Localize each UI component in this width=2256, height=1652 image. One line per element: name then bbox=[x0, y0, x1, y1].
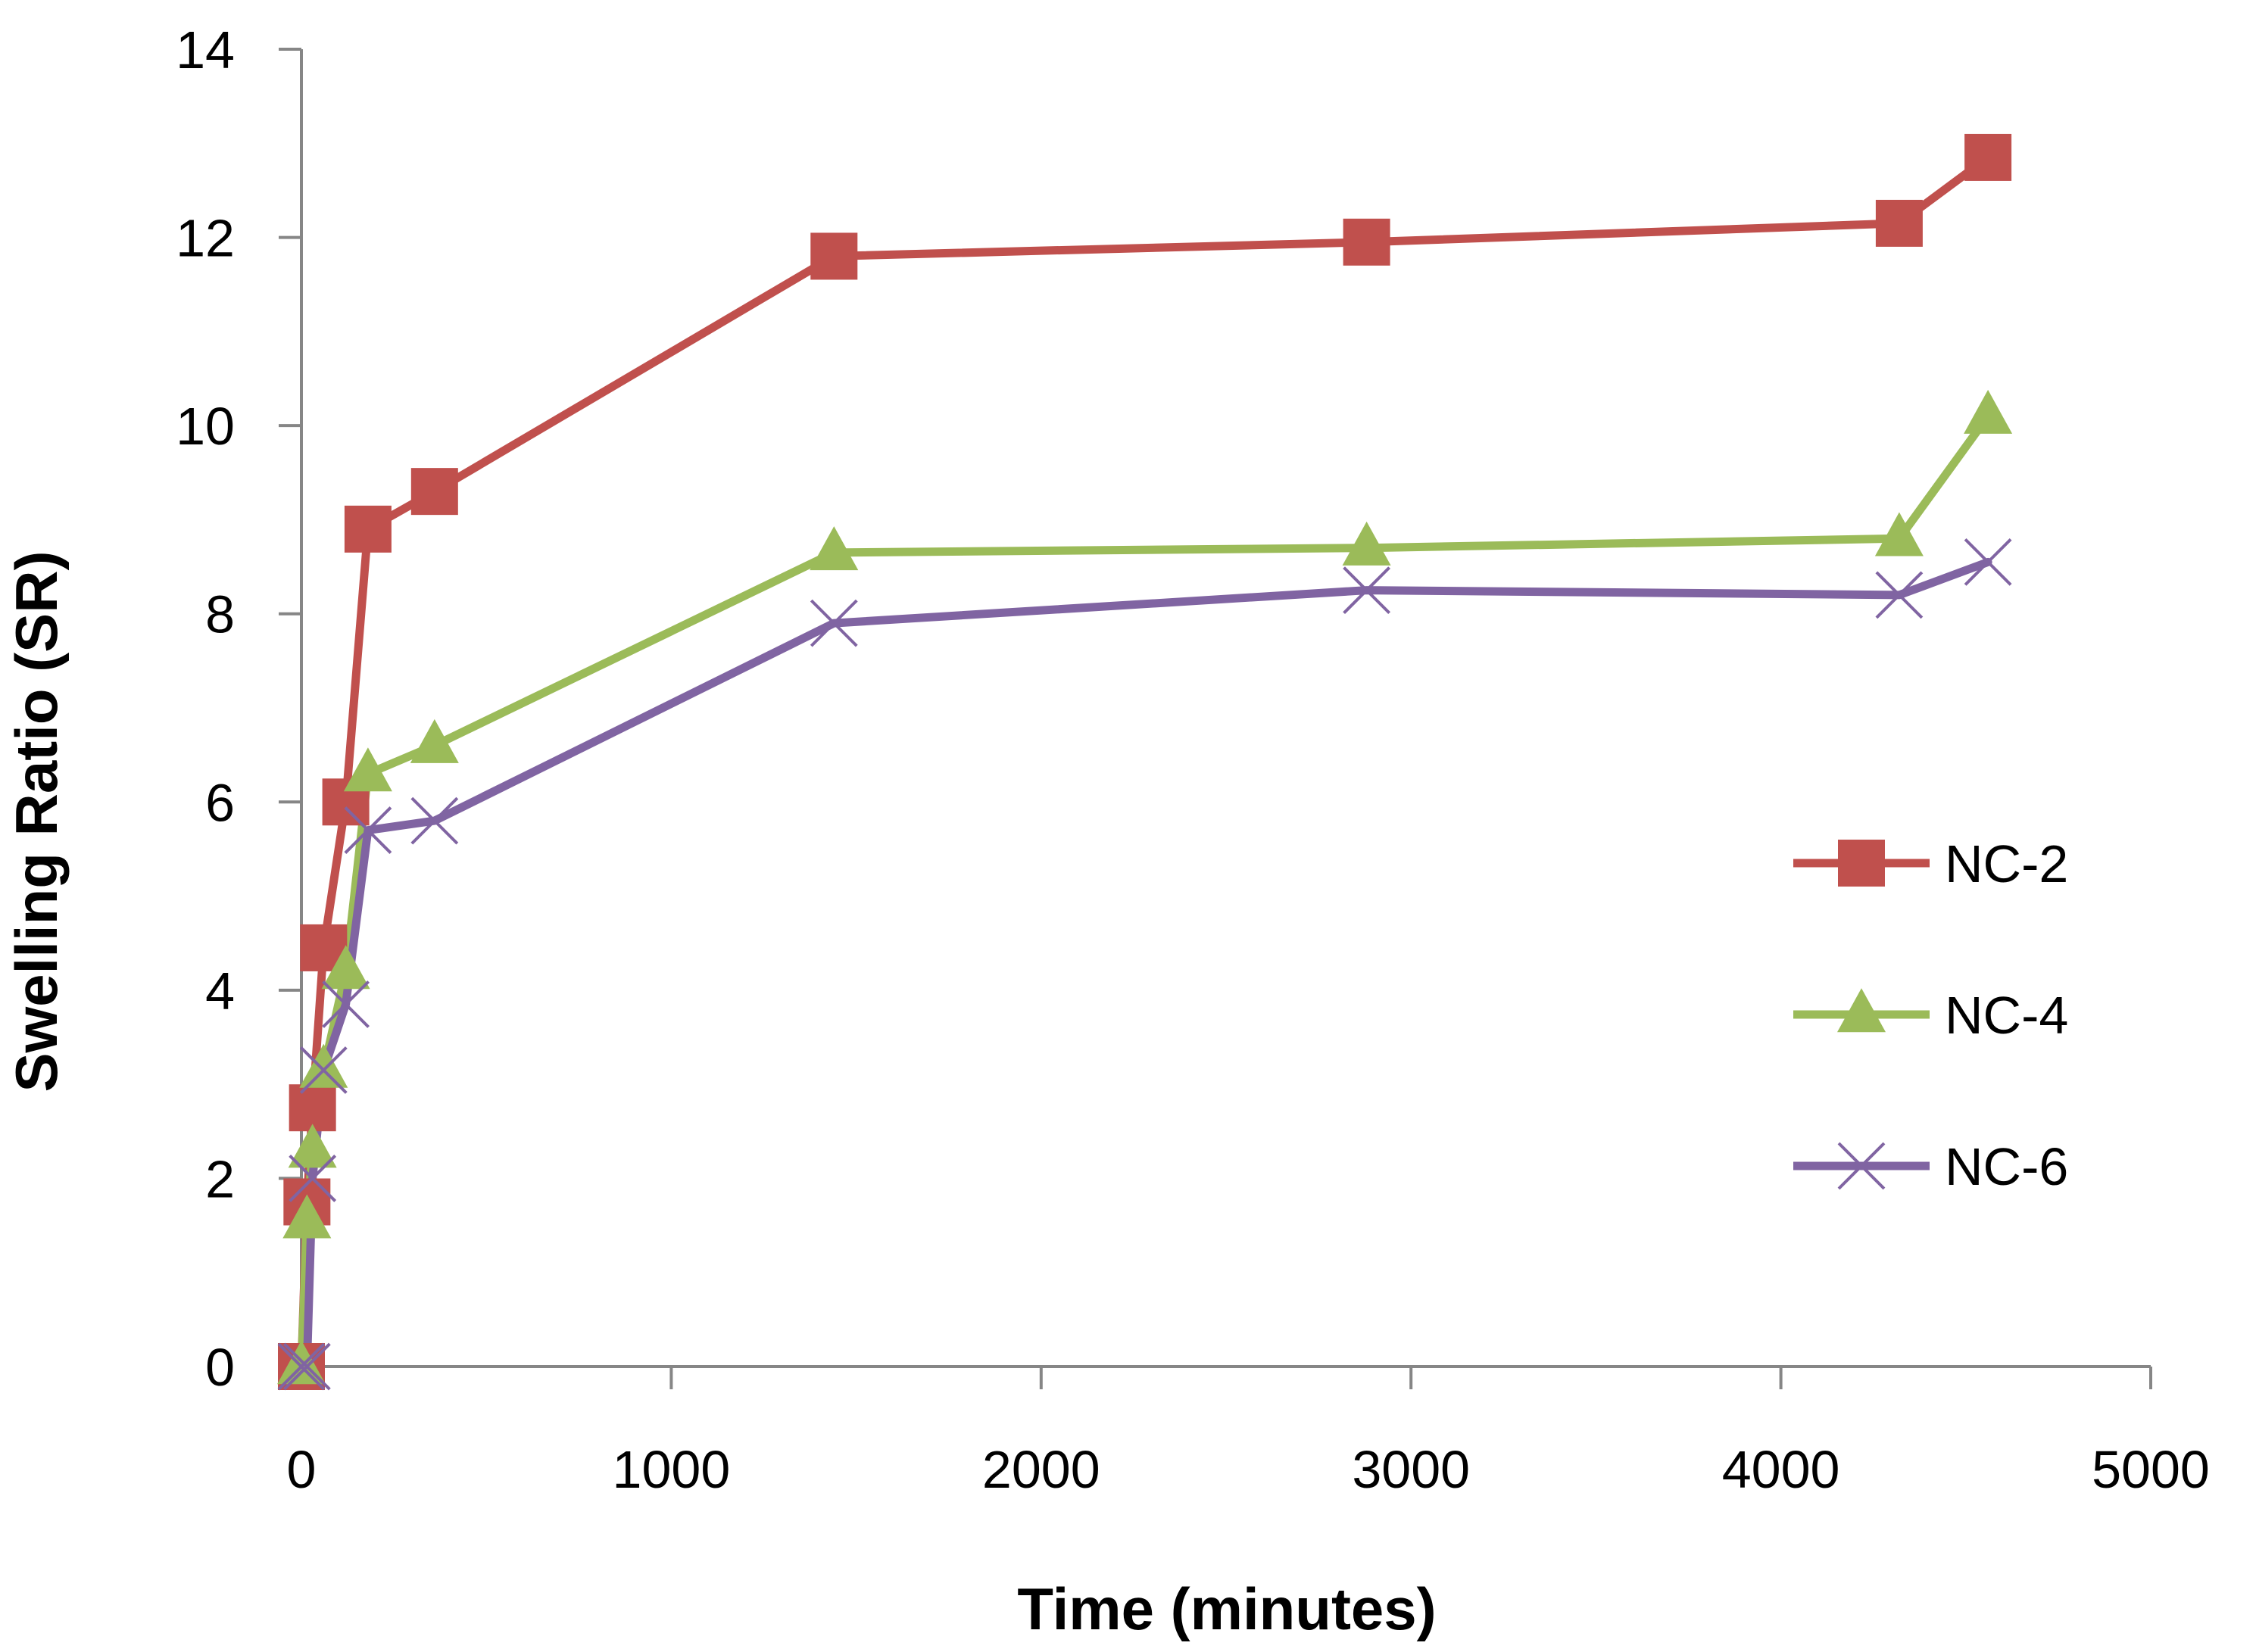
data-point-nc-4 bbox=[1874, 512, 1924, 556]
data-point-nc-2 bbox=[1875, 199, 1923, 247]
data-point-nc-4 bbox=[343, 747, 392, 792]
data-point-nc-4 bbox=[410, 718, 459, 763]
data-point-nc-2 bbox=[1343, 218, 1390, 266]
data-point-nc-2 bbox=[344, 505, 392, 553]
y-tick-label: 8 bbox=[205, 585, 235, 644]
data-point-nc-6 bbox=[299, 1046, 348, 1094]
y-tick-label: 14 bbox=[176, 20, 235, 79]
data-point-nc-4 bbox=[288, 1124, 337, 1168]
y-tick-label: 12 bbox=[176, 209, 235, 268]
y-tick-label: 6 bbox=[205, 773, 235, 832]
data-point-nc-2 bbox=[410, 468, 458, 516]
data-point-nc-6 bbox=[277, 1342, 326, 1391]
y-tick-label: 4 bbox=[205, 962, 235, 1021]
data-point-nc-2 bbox=[1964, 133, 2012, 181]
data-point-nc-6 bbox=[410, 796, 459, 845]
data-point-nc-6 bbox=[282, 1342, 331, 1391]
legend-marker-nc-4 bbox=[1837, 988, 1886, 1033]
data-point-nc-4 bbox=[321, 945, 370, 990]
axes: 0 2 4 6 8 10 12 14 0 1000 2000 3000 4000 5000 bbox=[176, 20, 2210, 1499]
x-axis-title: Time (minutes) bbox=[1017, 1576, 1436, 1642]
data-point-nc-4 bbox=[1342, 521, 1391, 566]
data-point-nc-4 bbox=[810, 526, 859, 571]
x-tick-label: 3000 bbox=[1352, 1440, 1470, 1499]
legend: NC-2 NC-4 NC-6 bbox=[1793, 834, 2068, 1196]
data-point-nc-6 bbox=[1343, 566, 1391, 615]
data-point-nc-6 bbox=[344, 806, 392, 854]
data-point-nc-4 bbox=[299, 1043, 348, 1088]
data-point-nc-4 bbox=[282, 1194, 332, 1239]
legend-marker-nc-6 bbox=[1837, 1142, 1886, 1190]
legend-label-nc-4: NC-4 bbox=[1945, 986, 2068, 1045]
data-point-nc-6 bbox=[1964, 538, 2012, 586]
data-point-nc-2 bbox=[810, 232, 858, 280]
data-point-nc-6 bbox=[1875, 571, 1924, 619]
y-tick-label: 0 bbox=[205, 1338, 235, 1397]
data-point-nc-2 bbox=[289, 1084, 336, 1132]
x-tick-label: 2000 bbox=[982, 1440, 1100, 1499]
x-tick-label: 4000 bbox=[1722, 1440, 1840, 1499]
x-tick-label: 1000 bbox=[613, 1440, 731, 1499]
data-point-nc-6 bbox=[810, 599, 858, 647]
data-point-nc-6 bbox=[322, 980, 370, 1028]
y-tick-label: 2 bbox=[205, 1149, 235, 1208]
y-axis-title: Swelling Ratio (SR) bbox=[3, 550, 70, 1092]
series-markers bbox=[277, 133, 2013, 1391]
legend-label-nc-6: NC-6 bbox=[1945, 1137, 2068, 1196]
y-tick-label: 10 bbox=[176, 397, 235, 456]
data-point-nc-4 bbox=[1964, 389, 2013, 434]
data-point-nc-6 bbox=[289, 1155, 337, 1202]
legend-marker-nc-2 bbox=[1838, 840, 1885, 887]
legend-label-nc-2: NC-2 bbox=[1945, 834, 2068, 893]
x-tick-label: 5000 bbox=[2092, 1440, 2210, 1499]
x-tick-label: 0 bbox=[287, 1440, 317, 1499]
